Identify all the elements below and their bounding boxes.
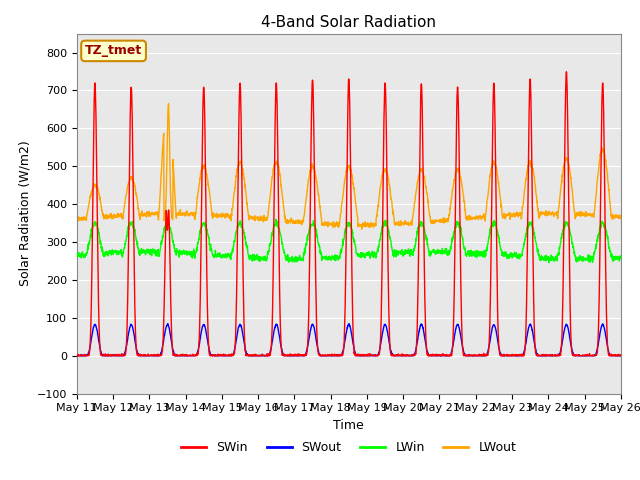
X-axis label: Time: Time (333, 419, 364, 432)
Y-axis label: Solar Radiation (W/m2): Solar Radiation (W/m2) (18, 141, 31, 287)
Title: 4-Band Solar Radiation: 4-Band Solar Radiation (261, 15, 436, 30)
Legend: SWin, SWout, LWin, LWout: SWin, SWout, LWin, LWout (176, 436, 522, 459)
Text: TZ_tmet: TZ_tmet (85, 44, 142, 58)
